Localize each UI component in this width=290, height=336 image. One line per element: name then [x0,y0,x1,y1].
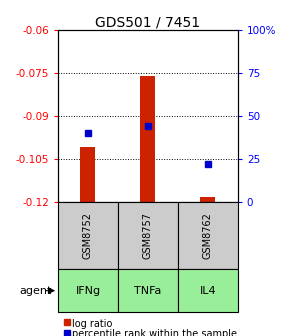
Bar [80,148,95,202]
Title: GDS501 / 7451: GDS501 / 7451 [95,15,200,29]
Bar [58,202,118,269]
Text: GSM8752: GSM8752 [83,212,93,259]
Text: TNFa: TNFa [134,286,162,296]
Text: GSM8762: GSM8762 [203,212,213,259]
Text: IFNg: IFNg [75,286,101,296]
Text: IL4: IL4 [200,286,216,296]
Bar [200,197,215,202]
Bar [58,269,118,312]
Bar [140,76,155,202]
Text: GSM8757: GSM8757 [143,212,153,259]
Bar [118,202,178,269]
Bar [118,269,178,312]
Bar [178,202,238,269]
Text: agent: agent [20,286,52,296]
Bar [178,269,238,312]
Text: percentile rank within the sample: percentile rank within the sample [72,329,238,336]
Text: log ratio: log ratio [72,319,113,329]
